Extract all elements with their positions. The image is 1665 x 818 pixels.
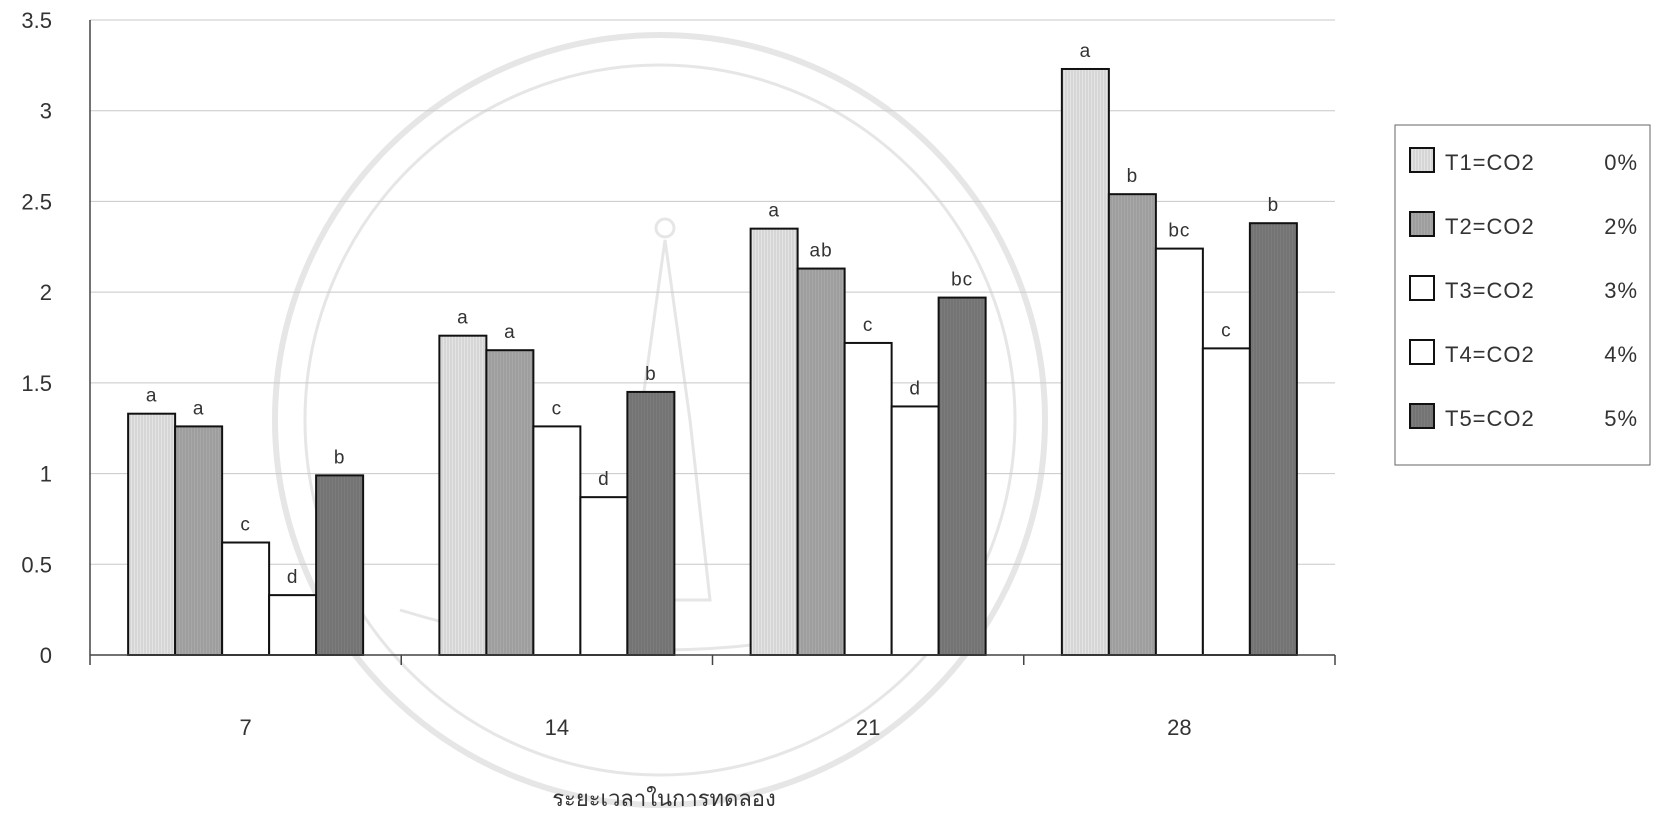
bar-significance-label: d [287,567,299,588]
y-axis-ticks: 0 0.5 1 1.5 2 2.5 3 3.5 [21,8,52,668]
legend-swatch [1409,275,1435,301]
legend-label: T5=CO2 [1445,406,1535,431]
bar-significance-label: a [504,322,516,343]
bar-significance-label: c [863,315,874,336]
legend: T1=CO2 0% T2=CO2 2% T3=CO2 3% T4=CO2 4% T5=CO2 5% [1394,124,1651,466]
bar-t2-co2-14 [485,349,535,656]
legend-box [1394,124,1651,466]
bar-significance-label: a [193,398,205,419]
x-category-label: 21 [856,715,880,740]
bar-t5-co2-7 [315,474,365,656]
y-tick-label: 2.5 [21,189,52,214]
bar-significance-label: b [645,364,657,385]
x-category-label: 14 [545,715,569,740]
axes [89,20,1336,665]
bar-t5-co2-14 [626,390,676,656]
bar-significance-label: a [768,201,780,222]
bar-t4-co2-14 [579,496,629,656]
bar-t4-co2-7 [268,594,318,657]
bar-significance-label: a [146,386,158,407]
y-tick-label: 1.5 [21,371,52,396]
x-axis-categories: 7 14 21 28 [240,715,1192,740]
bar-significance-label: c [1221,320,1232,341]
bar-significance-label: b [334,447,346,468]
bar-t2-co2-28 [1107,193,1157,657]
bar-t4-co2-21 [890,405,940,657]
bar-significance-label: a [457,308,469,329]
bar-significance-label: c [240,515,251,536]
bar-t5-co2-21 [937,296,987,656]
bar-t3-co2-7 [221,541,271,656]
y-tick-label: 3 [40,99,52,124]
bars [127,67,1298,657]
bar-t3-co2-21 [843,341,893,656]
bar-significance-label: a [1080,41,1092,62]
bar-significance-label: b [1268,195,1280,216]
bar-significance-label: ab [810,241,833,262]
bar-t1-co2-28 [1060,67,1110,656]
y-tick-label: 3.5 [21,8,52,33]
bar-t2-co2-21 [796,267,846,656]
bar-t1-co2-14 [438,334,488,656]
bar-significance-label: bc [1168,221,1190,242]
legend-percent: 3% [1604,278,1638,303]
bar-t3-co2-28 [1154,247,1204,656]
bar-t3-co2-14 [532,425,582,656]
bar-t2-co2-7 [174,425,224,656]
legend-label: T4=CO2 [1445,342,1535,367]
legend-swatch [1409,147,1435,173]
y-tick-label: 2 [40,280,52,305]
legend-swatch [1409,211,1435,237]
bar-t5-co2-28 [1248,222,1298,656]
legend-label: T2=CO2 [1445,214,1535,239]
legend-percent: 2% [1604,214,1638,239]
x-category-label: 7 [240,715,252,740]
legend-swatch [1409,403,1435,429]
bar-significance-label: c [552,398,563,419]
legend-percent: 5% [1604,406,1638,431]
bar-t4-co2-28 [1201,347,1251,656]
legend-label: T1=CO2 [1445,150,1535,175]
bar-t1-co2-7 [127,412,177,657]
bar-significance-label: d [598,469,610,490]
bar-t1-co2-21 [749,227,799,656]
y-tick-label: 0.5 [21,552,52,577]
bar-significance-label: b [1127,166,1139,187]
legend-swatch [1409,339,1435,365]
bar-significance-label: bc [951,270,973,291]
y-tick-label: 1 [40,462,52,487]
x-category-label: 28 [1167,715,1191,740]
bar-significance-label: d [909,378,921,399]
legend-label: T3=CO2 [1445,278,1535,303]
y-tick-label: 0 [40,643,52,668]
legend-percent: 0% [1604,150,1638,175]
x-axis-title: ระยะเวลาในการทดลอง [552,786,776,812]
legend-percent: 4% [1604,342,1638,367]
